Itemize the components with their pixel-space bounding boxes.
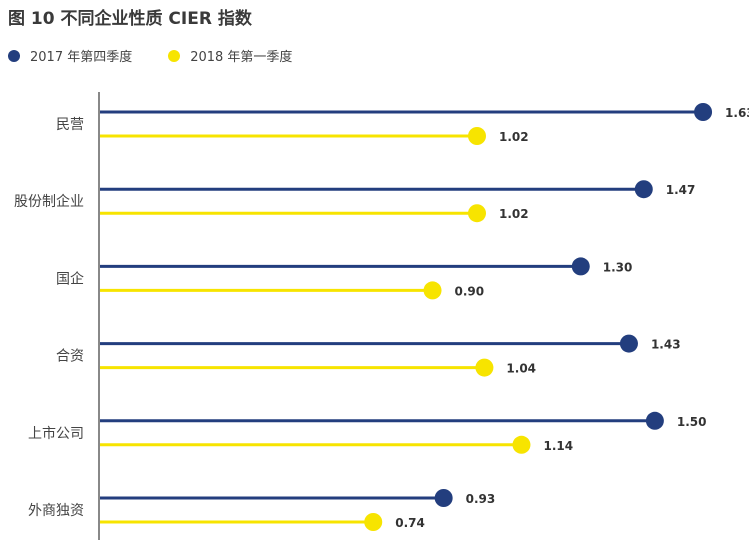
data-label: 1.02	[499, 207, 529, 221]
category-label: 股份制企业	[14, 193, 84, 210]
lollipop-marker	[364, 513, 383, 531]
lollipop-marker	[434, 489, 453, 507]
data-label: 0.93	[466, 492, 496, 506]
category-label: 上市公司	[28, 425, 84, 442]
legend: 2017 年第四季度 2018 年第一季度	[8, 46, 328, 65]
lollipop-marker	[619, 334, 638, 353]
lollipop-marker	[468, 204, 486, 223]
lollipop-marker	[423, 281, 442, 300]
data-label: 0.74	[395, 516, 425, 530]
category-label: 外商独资	[28, 503, 84, 519]
lollipop-marker	[694, 103, 713, 121]
data-label: 1.02	[499, 130, 529, 144]
lollipop-marker	[512, 435, 531, 454]
legend-label-2017: 2017 年第四季度	[30, 50, 133, 65]
lollipop-marker	[571, 257, 590, 276]
category-label: 民营	[56, 117, 84, 133]
legend-marker-2017	[8, 49, 20, 62]
data-label: 0.90	[455, 284, 485, 298]
data-label: 1.30	[603, 260, 633, 274]
lollipop-marker	[645, 411, 664, 430]
legend-item-2017: 2017 年第四季度	[8, 46, 132, 65]
data-label: 1.04	[506, 362, 536, 376]
lollipop-marker	[634, 180, 653, 199]
data-label: 1.50	[677, 415, 707, 429]
category-label: 国企	[56, 270, 84, 287]
lollipop-marker	[468, 127, 486, 145]
data-label: 1.47	[666, 183, 696, 197]
legend-item-2018: 2018 年第一季度	[168, 46, 292, 65]
data-label: 1.43	[651, 338, 681, 352]
legend-marker-2018	[168, 49, 181, 62]
chart-title: 图 10 不同企业性质 CIER 指数	[8, 9, 252, 29]
category-label: 合资	[56, 349, 84, 365]
data-label: 1.14	[543, 439, 573, 453]
legend-label-2018: 2018 年第一季度	[190, 50, 293, 65]
lollipop-marker	[475, 358, 494, 377]
data-label: 1.63	[725, 106, 749, 120]
